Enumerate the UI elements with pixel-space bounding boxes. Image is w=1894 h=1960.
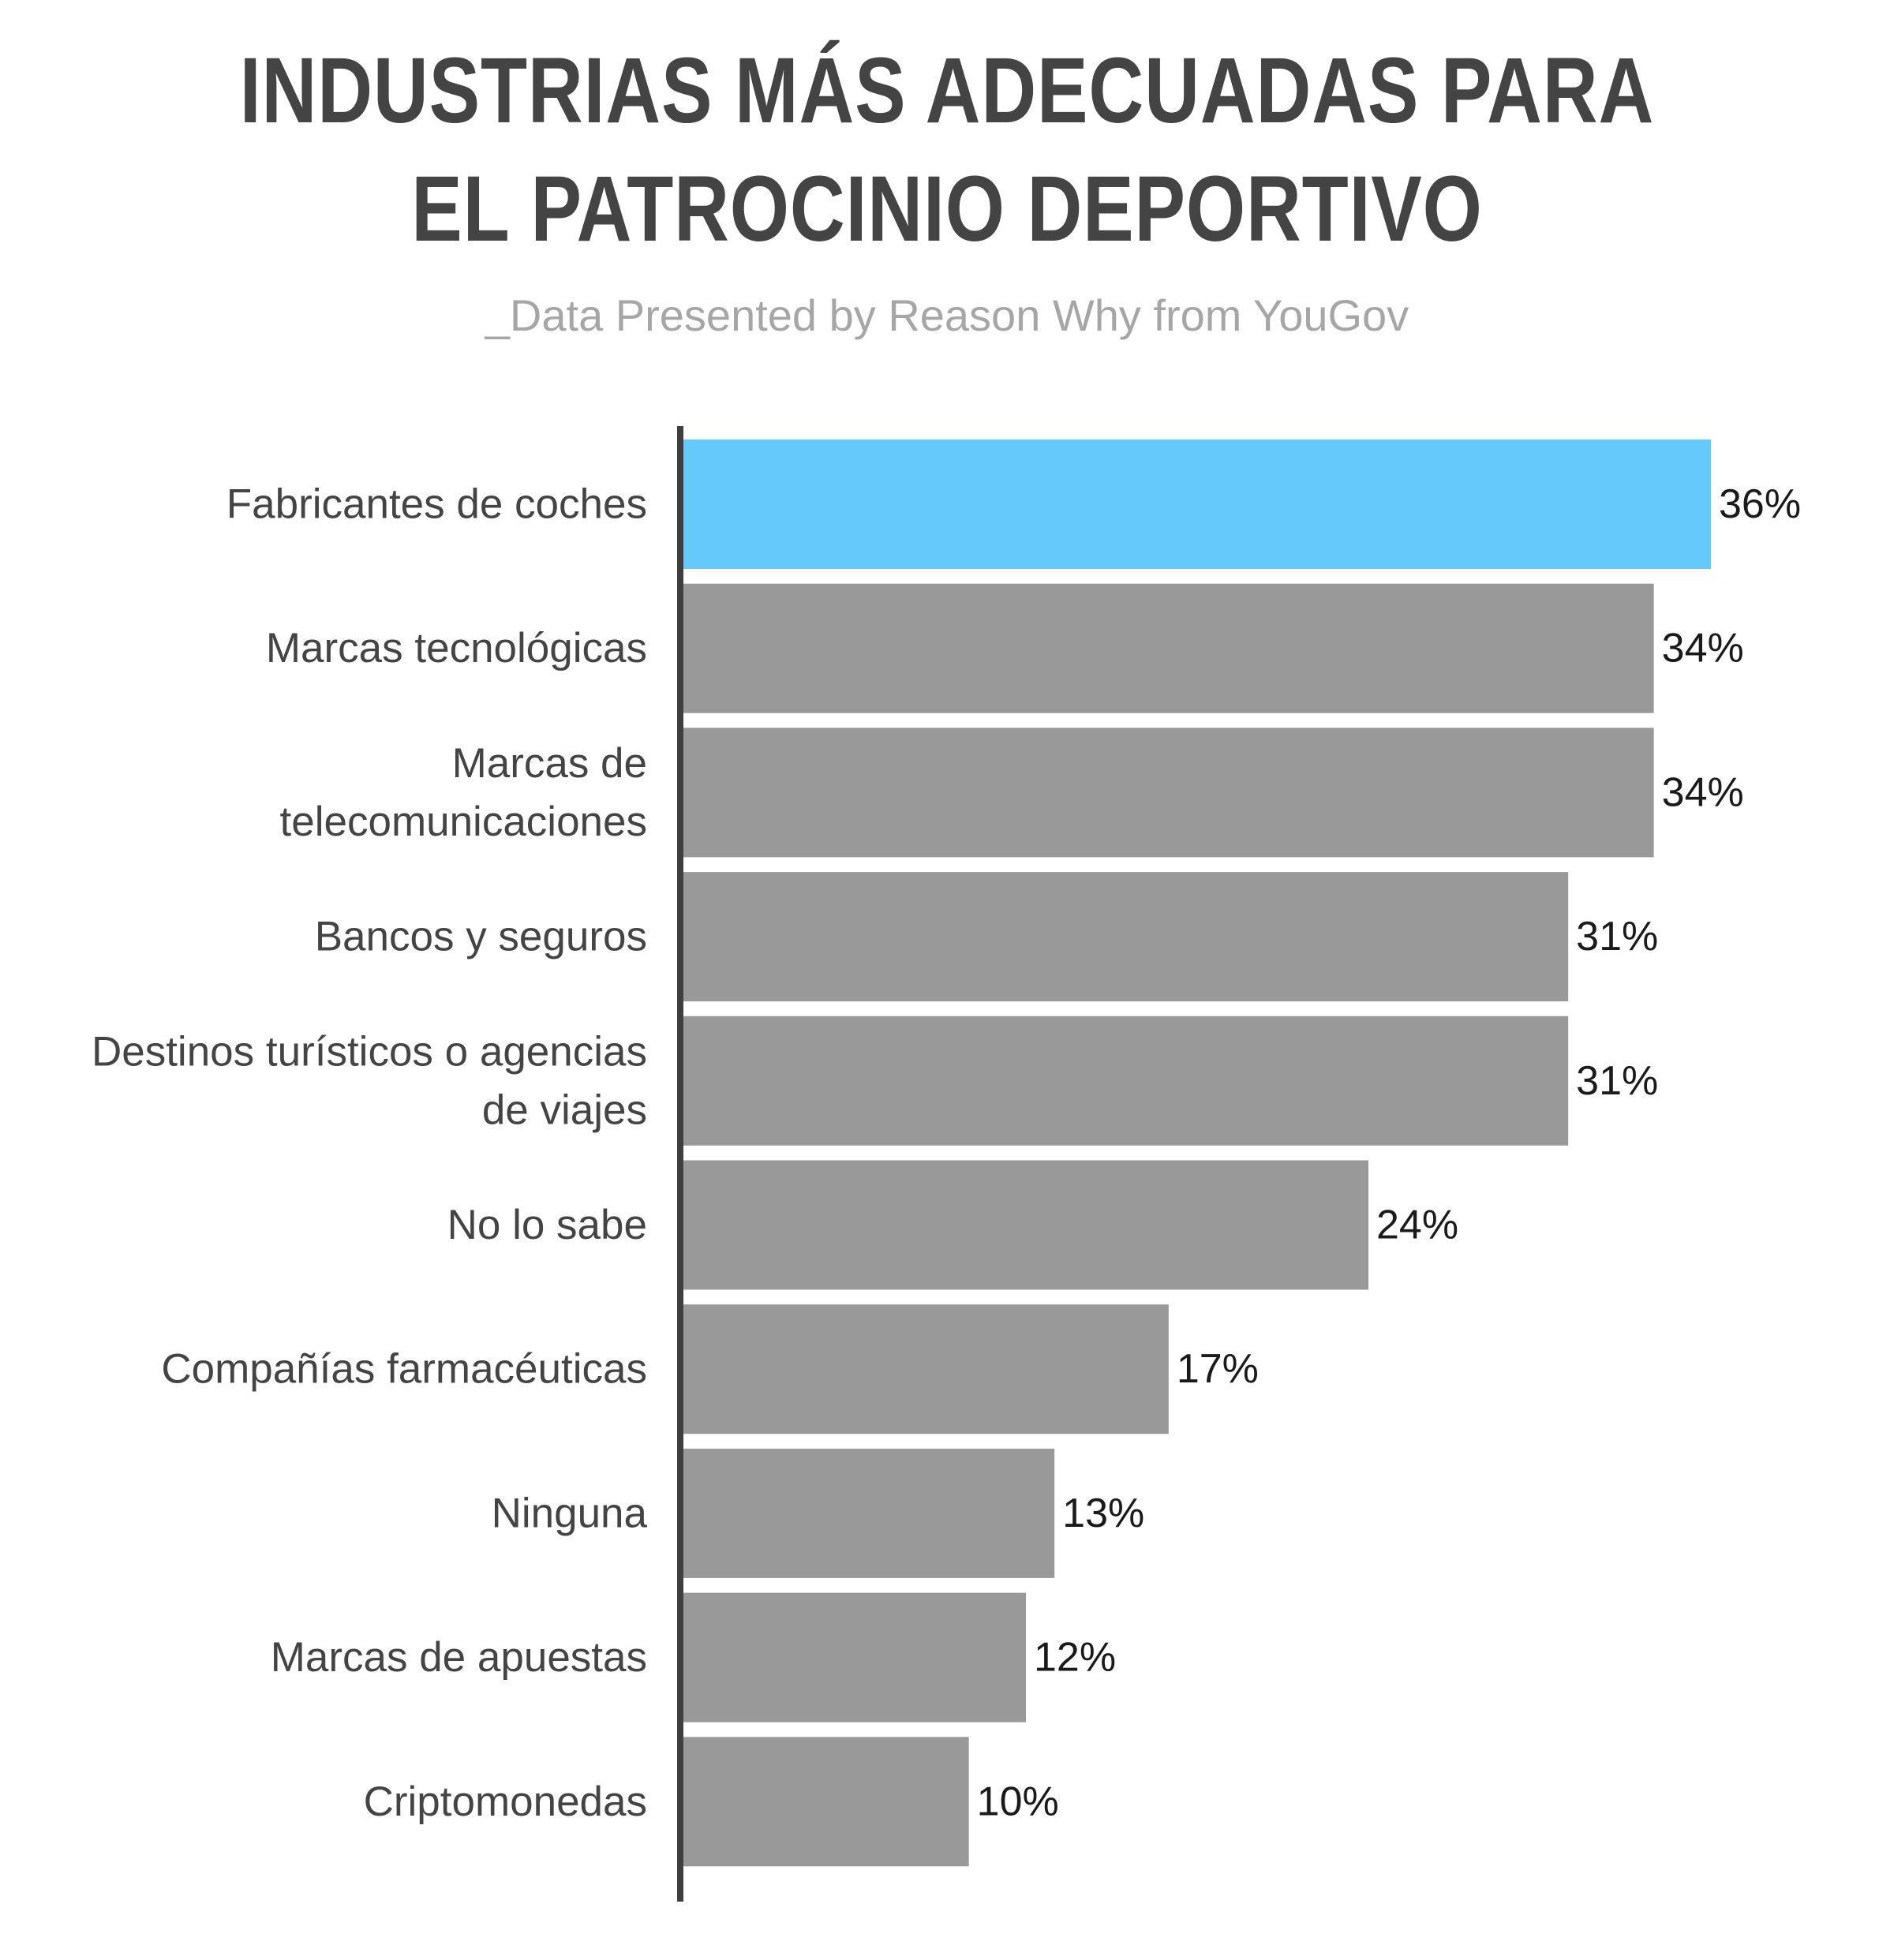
value-label-4: 31% [1576, 1058, 1658, 1104]
category-label-4-line-0: Destinos turísticos o agencias [92, 1028, 647, 1075]
value-label-9: 10% [977, 1779, 1059, 1824]
value-label-7: 13% [1062, 1491, 1144, 1536]
bar-7 [683, 1448, 1055, 1578]
bar-6 [683, 1304, 1169, 1434]
category-label-9: Criptomonedas [364, 1779, 647, 1825]
bar-2 [683, 728, 1654, 858]
bar-5 [683, 1160, 1368, 1290]
bar-8 [683, 1592, 1026, 1722]
chart-title-line-1: INDUSTRIAS MÁS ADECUADAS PARA [239, 39, 1655, 143]
value-label-5: 24% [1376, 1203, 1458, 1248]
value-label-0: 36% [1719, 481, 1801, 527]
bar-1 [683, 583, 1654, 713]
category-label-6: Compañías farmacéuticas [161, 1346, 647, 1393]
category-label-7: Ninguna [492, 1490, 648, 1536]
category-label-4-line-1: de viajes [482, 1087, 647, 1133]
chart-title: INDUSTRIAS MÁS ADECUADAS PARA EL PATROCI… [170, 32, 1724, 268]
category-label-1: Marcas tecnológicas [266, 625, 647, 671]
chart-title-line-2: EL PATROCINIO DEPORTIVO [411, 157, 1483, 261]
bar-4 [683, 1016, 1569, 1146]
value-label-2: 34% [1662, 769, 1744, 815]
category-label-2-line-0: Marcas de [452, 740, 647, 787]
category-label-2-line-1: telecomunicaciones [280, 799, 647, 845]
chart-subtitle: _Data Presented by Reason Why from YouGo… [485, 290, 1409, 340]
value-label-3: 31% [1576, 914, 1658, 959]
bar-3 [683, 872, 1569, 1002]
category-label-5: No lo sabe [447, 1202, 647, 1248]
bar-9 [683, 1737, 969, 1867]
category-label-8: Marcas de apuestas [271, 1634, 647, 1681]
category-label-0: Fabricantes de coches [226, 481, 647, 528]
value-label-6: 17% [1177, 1346, 1259, 1392]
bar-0 [683, 440, 1711, 569]
value-label-1: 34% [1662, 626, 1744, 671]
category-label-3: Bancos y seguros [315, 914, 647, 960]
value-label-8: 12% [1034, 1635, 1116, 1681]
